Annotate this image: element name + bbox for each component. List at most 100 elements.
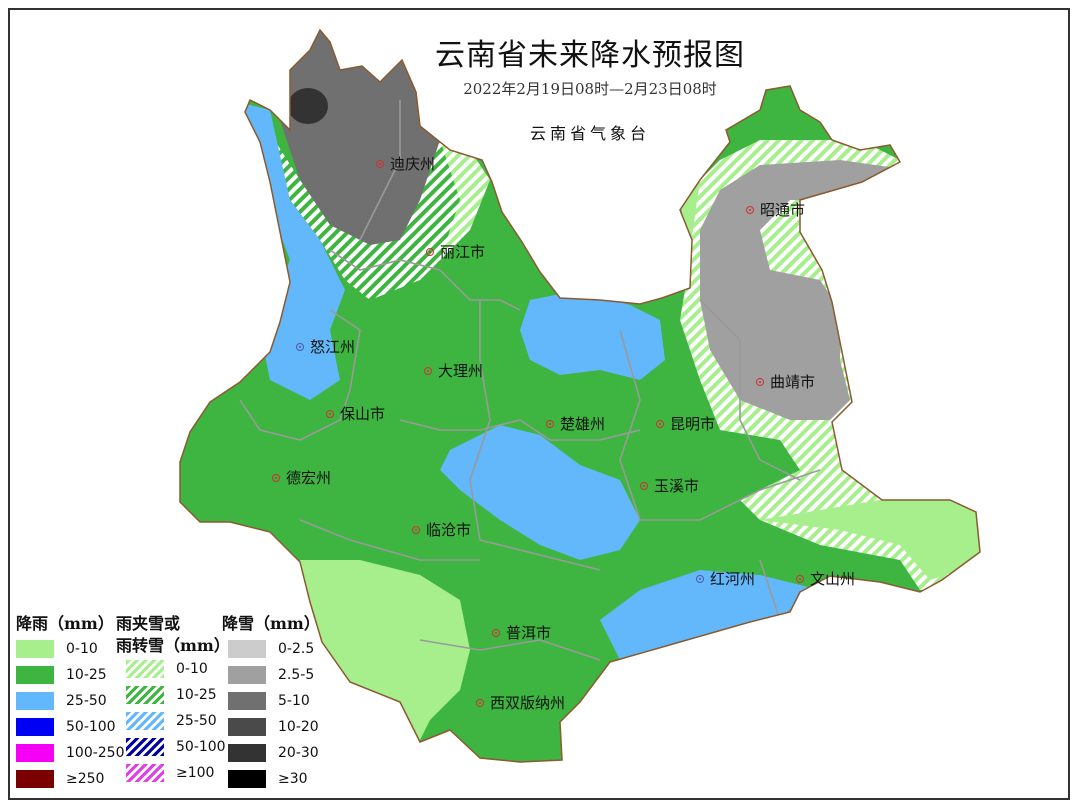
city-label: 曲靖市 <box>756 371 815 392</box>
legend-label: 50-100 <box>176 739 226 755</box>
legend-swatch <box>126 660 164 678</box>
legend-item-sleet: 25-50 <box>126 712 217 730</box>
snow-2-5-5-area <box>700 160 910 420</box>
legend-swatch <box>126 686 164 704</box>
legend-item-sleet: 0-10 <box>126 660 208 678</box>
city-marker-icon <box>696 574 704 583</box>
legend-label: 0-2.5 <box>278 641 315 657</box>
city-name: 德宏州 <box>286 469 332 487</box>
city-marker-icon <box>326 409 334 418</box>
rain-25-50-center <box>440 425 640 560</box>
legend-item-rain: 50-100 <box>16 718 116 736</box>
city-label: 德宏州 <box>272 467 331 488</box>
city-name: 西双版纳州 <box>490 694 566 712</box>
legend-item-snow: 20-30 <box>228 744 319 762</box>
city-name: 昆明市 <box>670 415 716 433</box>
city-name: 普洱市 <box>506 624 552 642</box>
legend-item-rain: 100-250 <box>16 744 125 762</box>
city-label: 楚雄州 <box>546 413 605 434</box>
city-label: 西双版纳州 <box>476 692 565 713</box>
legend-rain-title: 降雨（mm） <box>16 614 114 633</box>
legend-item-sleet: 50-100 <box>126 738 226 756</box>
city-label: 保山市 <box>326 403 385 424</box>
city-label: 昭通市 <box>746 199 805 220</box>
legend-swatch <box>16 718 54 736</box>
city-marker-icon <box>746 205 754 214</box>
city-label: 怒江州 <box>296 336 355 357</box>
city-name: 玉溪市 <box>654 477 700 495</box>
city-label: 大理州 <box>424 360 483 381</box>
city-label: 昆明市 <box>656 413 715 434</box>
legend-swatch <box>228 770 266 788</box>
city-marker-icon <box>476 698 484 707</box>
city-name: 怒江州 <box>310 338 356 356</box>
legend-swatch <box>16 640 54 658</box>
legend-swatch <box>16 666 54 684</box>
legend-label: ≥100 <box>176 765 215 781</box>
legend-label: 10-25 <box>176 687 217 703</box>
legend-label: 25-50 <box>66 693 107 709</box>
city-marker-icon <box>796 574 804 583</box>
city-marker-icon <box>640 481 648 490</box>
legend-label: 50-100 <box>66 719 116 735</box>
city-marker-icon <box>376 159 384 168</box>
city-marker-icon <box>656 419 664 428</box>
city-marker-icon <box>296 342 304 351</box>
legend-item-rain: ≥250 <box>16 770 104 788</box>
legend-label: 100-250 <box>66 745 125 761</box>
legend-item-snow: 5-10 <box>228 692 310 710</box>
city-marker-icon <box>424 366 432 375</box>
city-label: 玉溪市 <box>640 475 699 496</box>
city-marker-icon <box>546 419 554 428</box>
city-name: 文山州 <box>810 570 856 588</box>
legend-swatch <box>228 692 266 710</box>
legend-snow-title: 降雪（mm） <box>222 614 320 633</box>
city-marker-icon <box>492 628 500 637</box>
legend-swatch <box>126 764 164 782</box>
city-label: 文山州 <box>796 568 855 589</box>
legend-item-sleet: ≥100 <box>126 764 214 782</box>
city-name: 大理州 <box>438 362 484 380</box>
legend-swatch <box>228 744 266 762</box>
map-issuer: 云南省气象台 <box>529 124 650 143</box>
legend-swatch <box>228 640 266 658</box>
rain-25-50-south <box>600 570 860 660</box>
city-name: 临沧市 <box>426 521 472 539</box>
sleet-10-25-area <box>268 130 480 300</box>
snow-5-10-area <box>270 30 440 245</box>
legend-label: ≥30 <box>278 771 308 787</box>
city-label: 临沧市 <box>412 519 471 540</box>
legend-label: 20-30 <box>278 745 319 761</box>
legend-swatch <box>228 666 266 684</box>
city-name: 红河州 <box>710 570 756 588</box>
legend-swatch <box>126 712 164 730</box>
legend-swatch <box>16 770 54 788</box>
city-label: 普洱市 <box>492 622 551 643</box>
legend-label: 25-50 <box>176 713 217 729</box>
city-marker-icon <box>426 247 434 256</box>
legend-swatch <box>16 744 54 762</box>
legend-swatch <box>228 718 266 736</box>
rain-25-50-center-north <box>520 290 665 380</box>
rain-0-10-east <box>760 495 980 580</box>
legend-item-rain: 0-10 <box>16 640 98 658</box>
legend-swatch <box>126 738 164 756</box>
legend-label: 5-10 <box>278 693 310 709</box>
city-label: 迪庆州 <box>376 153 435 174</box>
legend-label: 0-10 <box>66 641 98 657</box>
city-marker-icon <box>756 377 764 386</box>
legend-label: 10-20 <box>278 719 319 735</box>
city-label: 丽江市 <box>426 241 485 262</box>
snow-20-30-area <box>288 88 328 124</box>
legend-label: 10-25 <box>66 667 107 683</box>
legend-label: ≥250 <box>66 771 105 787</box>
city-marker-icon <box>412 525 420 534</box>
legend-item-snow: ≥30 <box>228 770 308 788</box>
city-name: 楚雄州 <box>560 415 606 433</box>
city-label: 红河州 <box>696 568 755 589</box>
map-title: 云南省未来降水预报图 <box>435 38 745 73</box>
legend-label: 0-10 <box>176 661 208 677</box>
legend-item-sleet: 10-25 <box>126 686 217 704</box>
city-name: 迪庆州 <box>390 155 436 173</box>
legend-item-rain: 25-50 <box>16 692 107 710</box>
